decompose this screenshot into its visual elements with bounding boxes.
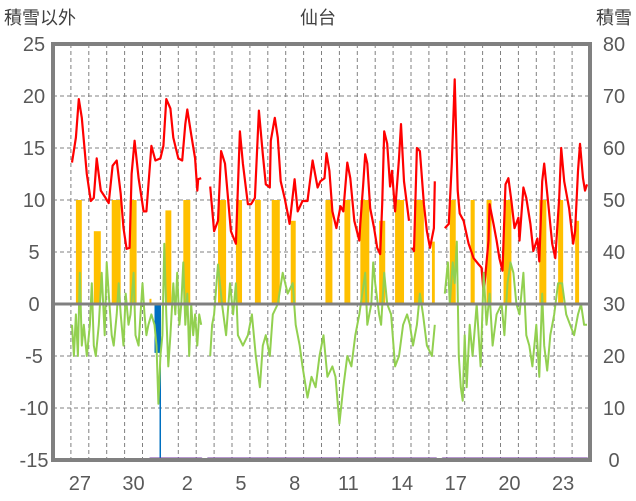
right-tick-label: 60: [603, 138, 625, 160]
orange-bars-bar: [486, 200, 492, 304]
x-tick-label: 14: [391, 473, 413, 495]
right-axis-title: 積雪: [596, 8, 632, 29]
orange-bars-bar: [575, 220, 580, 304]
orange-bars-bar: [360, 200, 370, 304]
orange-bars-bar: [379, 220, 386, 304]
left-tick-label: -5: [25, 346, 43, 368]
x-tick-label: 27: [69, 473, 91, 495]
x-tick-label: 11: [338, 473, 359, 495]
left-tick-label: 15: [23, 138, 45, 160]
orange-bars-bar: [290, 220, 296, 304]
red-line-segment: [209, 109, 411, 256]
orange-bars-bar: [271, 200, 280, 304]
orange-bars-bar: [470, 200, 475, 304]
right-tick-label: 50: [603, 190, 625, 212]
orange-bars-bar: [503, 200, 512, 304]
right-tick-label: 10: [603, 398, 625, 420]
orange-bars-bar: [111, 200, 121, 304]
orange-bars-bar: [93, 231, 101, 304]
x-tick-label: 20: [498, 473, 520, 495]
orange-bars-bar: [129, 200, 137, 304]
orange-bars-bar: [344, 200, 351, 304]
x-tick-label: 5: [235, 473, 246, 495]
orange-bars-bar: [558, 200, 564, 304]
right-tick-label: 80: [603, 34, 625, 56]
marks: [70, 78, 589, 461]
green-line-segment: [71, 242, 203, 405]
x-tick-label: 17: [445, 473, 467, 495]
orange-bars-bar: [254, 200, 261, 304]
chart-title: 仙台: [300, 8, 336, 29]
right-tick-label: 40: [603, 242, 625, 264]
left-tick-label: 5: [28, 242, 39, 264]
left-tick-label: 25: [23, 34, 45, 56]
x-tick-label: 30: [122, 473, 144, 495]
x-tick-label: 2: [182, 473, 193, 495]
x-tick-label: 23: [552, 473, 574, 495]
orange-bars-bar: [449, 200, 456, 304]
orange-bars-bar: [165, 210, 172, 304]
orange-bars-bar: [414, 200, 424, 304]
right-tick-label: 70: [603, 86, 625, 108]
right-tick-label: 20: [603, 346, 625, 368]
left-tick-label: -15: [20, 450, 49, 472]
orange-bars-bar: [325, 200, 333, 304]
left-tick-label: 10: [23, 190, 45, 212]
orange-bars-bar: [75, 200, 82, 304]
orange-bars-bar: [431, 241, 435, 304]
red-line-segment: [70, 97, 202, 250]
orange-bars-bar: [395, 200, 405, 304]
red-line-segment: [444, 78, 589, 295]
right-tick-label: 30: [603, 294, 625, 316]
right-tick-label: 0: [608, 450, 619, 472]
green-line-segment: [209, 261, 436, 425]
grid: [53, 44, 590, 460]
orange-bars-bar: [183, 200, 191, 304]
orange-bars-bar: [539, 200, 547, 304]
green-line-segment: [443, 240, 587, 402]
plot-frame: [51, 42, 592, 462]
left-tick-label: 0: [28, 294, 39, 316]
axes: [51, 42, 592, 462]
orange-bars-bar: [218, 200, 227, 304]
left-axis-title: 積雪以外: [4, 8, 76, 29]
x-tick-label: 8: [289, 473, 300, 495]
orange-bars-bar: [149, 298, 152, 304]
blue-snow-depth-bar: [154, 304, 160, 353]
red-line-segment: [411, 146, 436, 253]
left-tick-label: 20: [23, 86, 45, 108]
orange-bars-bar: [235, 200, 243, 304]
left-tick-label: -10: [20, 398, 49, 420]
